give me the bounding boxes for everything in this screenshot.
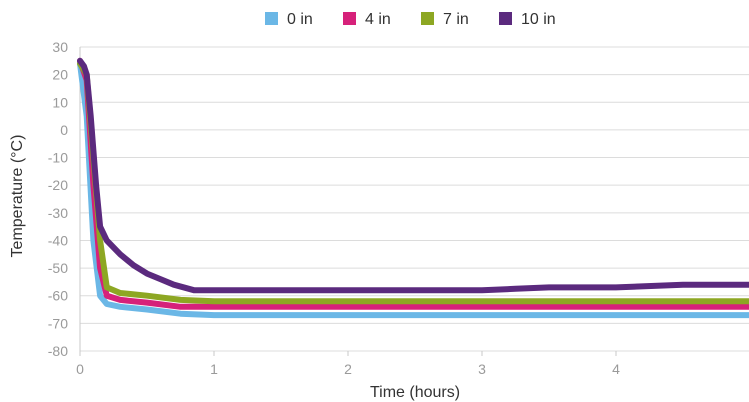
grid — [79, 46, 749, 352]
legend-swatch — [499, 12, 512, 25]
y-axis-ticks: 30 20 10 0 -10 -20 -30 -40 -50 -60 -70 -80 — [48, 39, 68, 359]
legend-label: 4 in — [365, 11, 391, 28]
y-tick-label: -20 — [48, 177, 68, 193]
series-line-10-in — [77, 57, 749, 294]
series-line-4-in — [77, 57, 749, 310]
legend-label: 10 in — [521, 11, 556, 28]
series-line-0-in — [77, 60, 749, 319]
x-axis-title: Time (hours) — [370, 384, 460, 401]
x-axis-ticks: 0 1 2 3 4 — [76, 351, 620, 377]
legend-swatch — [265, 12, 278, 25]
series-group — [77, 57, 749, 319]
legend: 0 in 4 in 7 in 10 in — [265, 11, 556, 28]
y-tick-label: 30 — [52, 39, 68, 55]
y-tick-label: -40 — [48, 232, 68, 248]
y-tick-label: -30 — [48, 205, 68, 221]
y-tick-label: -70 — [48, 315, 68, 331]
x-tick-label: 4 — [612, 361, 620, 377]
y-tick-label: 20 — [52, 67, 68, 83]
legend-swatch — [343, 12, 356, 25]
x-tick-label: 0 — [76, 361, 84, 377]
y-tick-label: -60 — [48, 288, 68, 304]
y-tick-label: -10 — [48, 150, 68, 166]
x-tick-label: 1 — [210, 361, 218, 377]
y-tick-label: 10 — [52, 94, 68, 110]
y-tick-label: -80 — [48, 343, 68, 359]
y-tick-label: 0 — [60, 122, 68, 138]
x-tick-label: 3 — [478, 361, 486, 377]
legend-swatch — [421, 12, 434, 25]
y-axis-title: Temperature (°C) — [9, 135, 26, 258]
legend-label: 0 in — [287, 11, 313, 28]
x-tick-label: 2 — [344, 361, 352, 377]
y-tick-label: -50 — [48, 260, 68, 276]
series-line-7-in — [77, 60, 749, 305]
legend-label: 7 in — [443, 11, 469, 28]
